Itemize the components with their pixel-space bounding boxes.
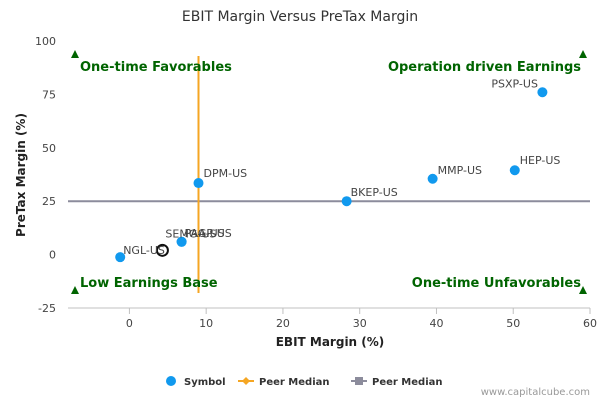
data-point-highlighted[interactable] xyxy=(155,243,169,257)
data-point-label: DPM-US xyxy=(204,167,248,180)
data-point-label: HEP-US xyxy=(520,154,561,167)
credit-text: www.capitalcube.com xyxy=(481,387,590,398)
x-tick-label: 0 xyxy=(126,317,133,330)
data-point-label: SEMG-US xyxy=(165,227,216,240)
data-point[interactable] xyxy=(176,236,187,247)
x-tick-label: 50 xyxy=(506,317,520,330)
y-axis-title: PreTax Margin (%) xyxy=(14,113,28,237)
data-point[interactable] xyxy=(341,196,352,207)
x-tick-label: 10 xyxy=(199,317,213,330)
quadrant-arrow-top-left xyxy=(71,50,79,58)
data-point-label: BKEP-US xyxy=(351,186,398,199)
legend-item[interactable]: Peer Median xyxy=(351,377,443,388)
quadrant-arrow-bottom-right xyxy=(579,286,587,294)
y-tick-label: 75 xyxy=(42,88,56,101)
median-lines xyxy=(68,55,590,294)
quadrant-arrow-top-right xyxy=(579,50,587,58)
y-tick-label: 50 xyxy=(42,142,56,155)
data-point[interactable] xyxy=(537,87,548,98)
data-point-label: PAGP-US xyxy=(185,227,232,240)
data-point[interactable] xyxy=(115,252,126,263)
x-tick-label: 30 xyxy=(353,317,367,330)
chart-title: EBIT Margin Versus PreTax Margin xyxy=(182,9,418,25)
quadrant-labels: One-time Favorables Operation driven Earn… xyxy=(71,50,587,294)
legend-label: Peer Median xyxy=(259,377,330,388)
data-point-label: NGL-US xyxy=(123,244,165,257)
data-point[interactable] xyxy=(193,178,204,189)
legend-label: Peer Median xyxy=(372,377,443,388)
data-points: PSXP-US HEP-US MMP-US BKEP-US DPM-US PAA-USPA… xyxy=(115,77,561,263)
quadrant-label-top-left: One-time Favorables xyxy=(80,60,232,75)
y-tick-label: -25 xyxy=(38,302,56,315)
legend[interactable]: Symbol Peer Median Peer Median xyxy=(166,376,443,388)
x-tick-label: 60 xyxy=(583,317,597,330)
legend-item[interactable]: Peer Median xyxy=(238,377,330,388)
y-tick-label: 100 xyxy=(35,35,56,48)
x-axis-title: EBIT Margin (%) xyxy=(276,335,385,349)
y-tick-label: 0 xyxy=(49,249,56,262)
data-point-label: PSXP-US xyxy=(491,77,538,90)
data-point[interactable] xyxy=(427,173,438,184)
legend-square-icon xyxy=(355,377,363,385)
plot-background xyxy=(68,41,590,308)
legend-circle-icon xyxy=(166,376,176,386)
legend-label: Symbol xyxy=(184,377,226,388)
quadrant-label-top-right: Operation driven Earnings xyxy=(388,60,581,75)
legend-item[interactable]: Symbol xyxy=(166,376,226,388)
x-axis-ticks: 0 10 20 30 40 50 60 xyxy=(126,308,597,330)
x-tick-label: 40 xyxy=(429,317,443,330)
y-axis-ticks: -25 0 25 50 75 100 xyxy=(35,35,56,315)
data-point-label: PAA-US xyxy=(185,227,225,240)
data-point[interactable] xyxy=(509,165,520,176)
y-tick-label: 25 xyxy=(42,195,56,208)
quadrant-label-bottom-right: One-time Unfavorables xyxy=(412,276,581,291)
x-tick-label: 20 xyxy=(276,317,290,330)
data-point-label: MMP-US xyxy=(438,164,482,177)
plot-area xyxy=(68,41,590,309)
quadrant-arrow-bottom-left xyxy=(71,286,79,294)
quadrant-label-bottom-left: Low Earnings Base xyxy=(80,276,218,291)
legend-diamond-icon xyxy=(242,377,250,385)
